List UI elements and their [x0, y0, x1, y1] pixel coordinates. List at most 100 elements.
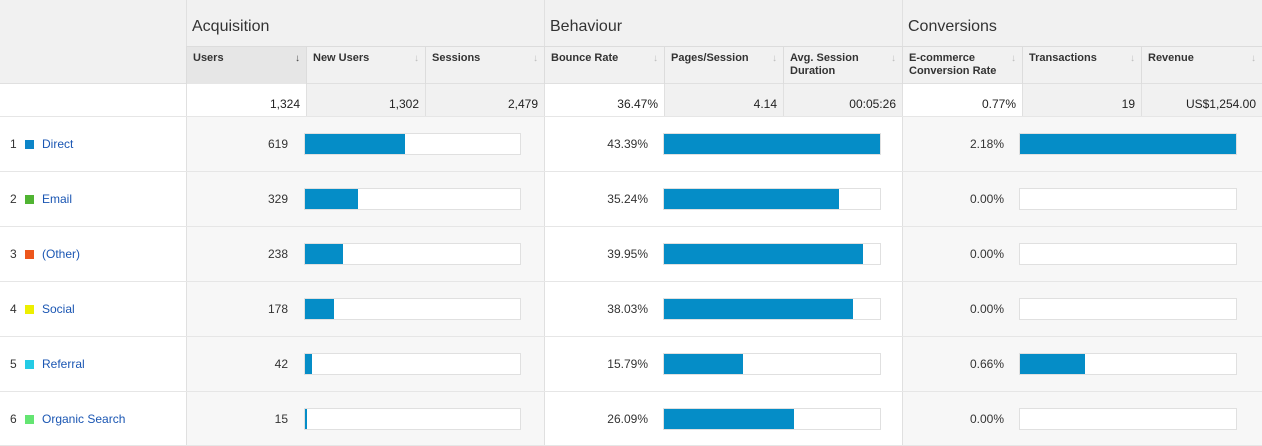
column-avg-session-duration[interactable]: Avg. Session Duration ↓ [783, 46, 902, 84]
users-bar-fill [305, 409, 307, 429]
sort-icon: ↓ [891, 53, 896, 64]
row-divider [0, 336, 1262, 337]
bounce-rate-bar [663, 188, 881, 210]
ecommerce-rate-bar [1019, 408, 1237, 430]
sort-icon: ↓ [1251, 53, 1256, 64]
total-transactions: 19 [1022, 84, 1141, 116]
sort-icon: ↓ [533, 53, 538, 64]
users-bar-fill [305, 354, 312, 374]
ecommerce-rate-bar-fill [1020, 354, 1085, 374]
channel-color-swatch [25, 195, 34, 204]
column-ecommerce-rate[interactable]: E-commerce Conversion Rate ↓ [902, 46, 1022, 84]
users-bar [304, 188, 521, 210]
users-bar-fill [305, 299, 334, 319]
separator-behaviour [544, 0, 545, 446]
total-new-users: 1,302 [306, 84, 425, 116]
row-divider [0, 226, 1262, 227]
ecommerce-rate-bar [1019, 188, 1237, 210]
bounce-rate-bar [663, 243, 881, 265]
table-row: 1 Direct 619 43.39% 2.18% [0, 117, 1262, 171]
group-conversions: Conversions [908, 18, 997, 35]
total-revenue: US$1,254.00 [1141, 84, 1262, 116]
users-bar [304, 353, 521, 375]
total-users: 1,324 [186, 84, 306, 116]
sort-icon: ↓ [772, 53, 777, 64]
table-row: 6 Organic Search 15 26.09% 0.00% [0, 392, 1262, 446]
ecommerce-rate-bar [1019, 243, 1237, 265]
table-row: 4 Social 178 38.03% 0.00% [0, 282, 1262, 336]
row-divider [0, 281, 1262, 282]
sort-icon: ↓ [1011, 53, 1016, 64]
group-behaviour: Behaviour [550, 18, 623, 35]
total-sessions: 2,479 [425, 84, 544, 116]
bounce-rate-bar-fill [664, 354, 743, 374]
column-transactions-label: Transactions [1029, 52, 1097, 64]
row-rank: 1 [10, 137, 17, 151]
users-bar [304, 298, 521, 320]
cell-users: 42 [274, 357, 288, 371]
channel-link[interactable]: (Other) [42, 247, 81, 261]
total-avg-session-duration: 00:05:26 [783, 84, 902, 116]
row-rank: 4 [10, 302, 17, 316]
channel-color-swatch [25, 360, 34, 369]
cell-ecommerce-rate: 0.00% [969, 192, 1004, 206]
cell-users: 619 [267, 137, 288, 151]
cell-bounce-rate: 39.95% [607, 247, 648, 261]
users-bar-fill [305, 244, 343, 264]
total-ecommerce-rate: 0.77% [902, 84, 1022, 116]
row-divider [0, 116, 1262, 117]
cell-bounce-rate: 26.09% [607, 412, 648, 426]
row-rank: 5 [10, 357, 17, 371]
sort-icon: ↓ [414, 53, 419, 64]
channel-color-swatch [25, 250, 34, 259]
column-new-users[interactable]: New Users ↓ [306, 46, 425, 84]
bounce-rate-bar [663, 133, 881, 155]
bounce-rate-bar-fill [664, 299, 853, 319]
cell-ecommerce-rate: 0.66% [969, 357, 1004, 371]
cell-ecommerce-rate: 0.00% [969, 302, 1004, 316]
ecommerce-rate-bar-fill [1020, 134, 1236, 154]
ecommerce-rate-bar [1019, 298, 1237, 320]
row-divider [0, 171, 1262, 172]
cell-bounce-rate: 15.79% [607, 357, 648, 371]
column-sessions-label: Sessions [432, 52, 481, 64]
bounce-rate-bar [663, 298, 881, 320]
column-pages-session[interactable]: Pages/Session ↓ [664, 46, 783, 84]
row-divider [0, 391, 1262, 392]
column-transactions[interactable]: Transactions ↓ [1022, 46, 1141, 84]
cell-bounce-rate: 38.03% [607, 302, 648, 316]
channel-link[interactable]: Organic Search [42, 412, 126, 426]
users-bar [304, 408, 521, 430]
column-avg-session-duration-label: Avg. Session Duration [790, 52, 859, 77]
cell-users: 238 [267, 247, 288, 261]
channel-link[interactable]: Email [42, 192, 73, 206]
channel-link[interactable]: Social [42, 302, 75, 316]
cell-users: 178 [267, 302, 288, 316]
cell-users: 329 [267, 192, 288, 206]
table-row: 2 Email 329 35.24% 0.00% [0, 172, 1262, 226]
channel-link[interactable]: Direct [42, 137, 74, 151]
cell-ecommerce-rate: 2.18% [969, 137, 1004, 151]
channel-color-swatch [25, 305, 34, 314]
channel-link[interactable]: Referral [42, 357, 85, 371]
bounce-rate-bar-fill [664, 244, 863, 264]
table-row: 5 Referral 42 15.79% 0.66% [0, 337, 1262, 391]
bounce-rate-bar [663, 408, 881, 430]
sort-desc-icon: ↓ [295, 53, 300, 64]
column-bounce-rate-label: Bounce Rate [551, 52, 619, 64]
column-sessions[interactable]: Sessions ↓ [425, 46, 544, 84]
sort-icon: ↓ [1130, 53, 1135, 64]
users-bar [304, 243, 521, 265]
table-row: 3 (Other) 238 39.95% 0.00% [0, 227, 1262, 281]
cell-ecommerce-rate: 0.00% [969, 247, 1004, 261]
sort-icon: ↓ [653, 53, 658, 64]
total-pages-session: 4.14 [664, 84, 783, 116]
bounce-rate-bar-fill [664, 189, 839, 209]
column-pages-session-label: Pages/Session [671, 52, 749, 64]
column-users[interactable]: Users ↓ [186, 46, 306, 84]
column-ecommerce-rate-label: E-commerce Conversion Rate [909, 52, 997, 77]
column-bounce-rate[interactable]: Bounce Rate ↓ [544, 46, 664, 84]
column-revenue[interactable]: Revenue ↓ [1141, 46, 1262, 84]
bounce-rate-bar-fill [664, 134, 880, 154]
bounce-rate-bar-fill [664, 409, 794, 429]
